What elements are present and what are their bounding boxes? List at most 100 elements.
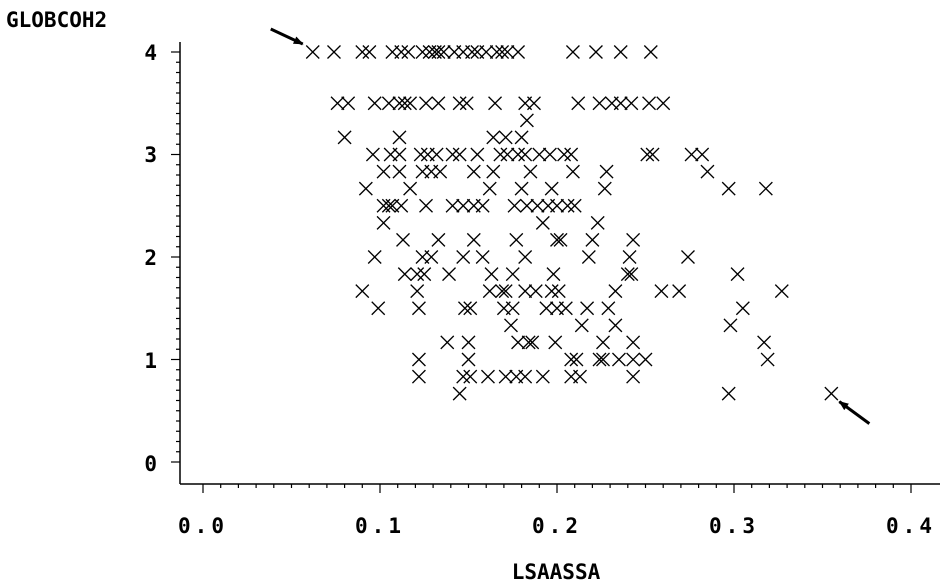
data-point <box>366 148 379 161</box>
data-point <box>393 148 406 161</box>
data-point <box>489 97 502 110</box>
data-point <box>416 46 429 59</box>
y-tick-label: 2 <box>144 246 157 270</box>
data-point <box>395 46 408 59</box>
data-point <box>696 148 709 161</box>
data-point <box>759 182 772 195</box>
data-point <box>342 97 355 110</box>
data-point <box>363 46 376 59</box>
data-point <box>551 233 564 246</box>
data-points <box>306 46 838 401</box>
data-point <box>404 182 417 195</box>
axis-ticks <box>171 52 911 493</box>
data-point <box>411 285 424 298</box>
data-point <box>673 285 686 298</box>
data-point <box>434 165 447 178</box>
x-tick-label: 0.1 <box>355 514 405 538</box>
data-point <box>457 199 470 212</box>
data-point <box>775 285 788 298</box>
x-tick-label: 0.0 <box>178 514 228 538</box>
data-point <box>593 97 606 110</box>
data-point <box>356 285 369 298</box>
data-point <box>377 216 390 229</box>
data-point <box>483 285 496 298</box>
data-point <box>825 387 838 400</box>
data-point <box>338 131 351 144</box>
data-point <box>457 251 470 264</box>
annotation-arrow <box>271 29 303 44</box>
data-point <box>681 251 694 264</box>
data-point <box>549 336 562 349</box>
data-point <box>614 46 627 59</box>
data-point <box>566 165 579 178</box>
data-point <box>327 46 340 59</box>
data-point <box>589 46 602 59</box>
data-point <box>453 148 466 161</box>
x-tick-label: 0.3 <box>709 514 759 538</box>
data-point <box>412 353 425 366</box>
data-point <box>625 97 638 110</box>
data-point <box>441 336 454 349</box>
data-point <box>420 97 433 110</box>
data-point <box>522 336 535 349</box>
data-point <box>359 182 372 195</box>
data-point <box>499 370 512 383</box>
data-point <box>593 353 606 366</box>
data-point <box>591 216 604 229</box>
data-point <box>460 97 473 110</box>
data-point <box>565 148 578 161</box>
data-point <box>398 268 411 281</box>
data-point <box>496 285 509 298</box>
data-point <box>519 148 532 161</box>
annotation-arrow <box>839 402 869 424</box>
data-point <box>462 336 475 349</box>
data-point <box>575 319 588 332</box>
data-point <box>506 302 519 315</box>
data-point <box>609 285 622 298</box>
data-point <box>551 199 564 212</box>
data-point <box>627 233 640 246</box>
data-point <box>504 319 517 332</box>
data-point <box>625 268 638 281</box>
data-point <box>467 165 480 178</box>
data-point <box>586 233 599 246</box>
data-point <box>724 319 737 332</box>
data-point <box>512 336 525 349</box>
data-point <box>487 131 500 144</box>
data-point <box>462 353 475 366</box>
data-point <box>485 268 498 281</box>
data-point <box>520 199 533 212</box>
data-point <box>520 114 533 127</box>
data-point <box>453 97 466 110</box>
data-point <box>476 251 489 264</box>
data-point <box>566 46 579 59</box>
data-point <box>432 233 445 246</box>
data-point <box>602 302 615 315</box>
data-point <box>552 285 565 298</box>
data-point <box>519 285 532 298</box>
data-point <box>597 336 610 349</box>
data-point <box>644 46 657 59</box>
data-point <box>464 370 477 383</box>
data-point <box>536 370 549 383</box>
data-point <box>499 131 512 144</box>
data-point <box>519 370 532 383</box>
x-tick-label: 0.2 <box>532 514 582 538</box>
data-point <box>543 148 556 161</box>
data-point <box>515 182 528 195</box>
data-point <box>506 268 519 281</box>
data-point <box>501 148 514 161</box>
data-point <box>306 46 319 59</box>
data-point <box>471 148 484 161</box>
data-point <box>736 302 749 315</box>
data-point <box>545 182 558 195</box>
data-point <box>481 370 494 383</box>
data-point <box>545 285 558 298</box>
data-point <box>701 165 714 178</box>
data-point <box>512 148 525 161</box>
data-point <box>395 199 408 212</box>
data-point <box>414 148 427 161</box>
data-point <box>515 131 528 144</box>
data-point <box>402 46 415 59</box>
